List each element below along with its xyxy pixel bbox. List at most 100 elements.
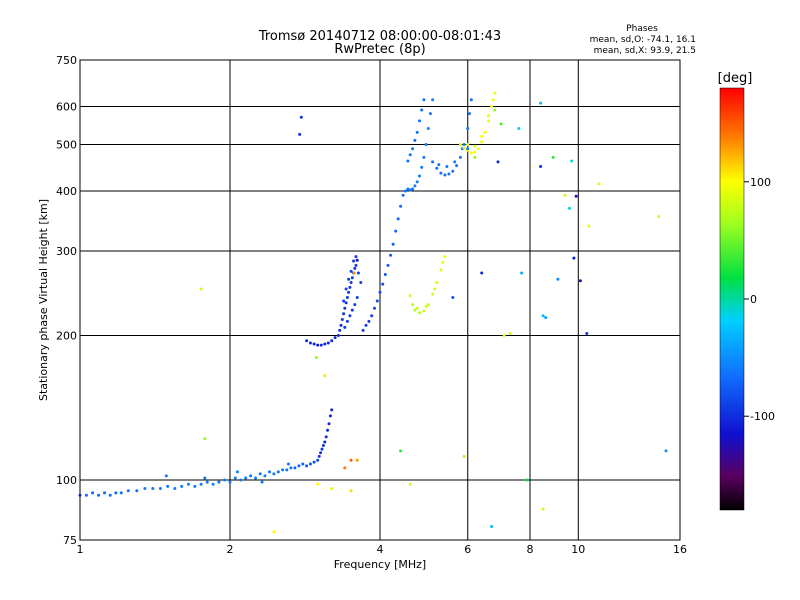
data-point [343,325,347,329]
data-point [420,165,424,169]
data-point [585,332,589,335]
data-point [433,287,437,291]
data-point [439,171,443,175]
data-point [281,468,285,472]
data-point [490,105,494,108]
data-point [349,458,353,462]
data-point [445,165,449,168]
data-point [355,296,359,299]
data-point [297,464,301,468]
data-point [469,98,473,102]
data-point [293,466,297,470]
data-point [349,269,353,273]
data-point [345,319,349,323]
x-tick-label: 6 [464,543,471,556]
data-point [342,299,346,303]
colorbar-label: [deg] [718,71,753,86]
data-point [541,507,545,511]
y-axis-label: Stationary phase Virtual Height [km] [37,199,50,401]
data-point [97,493,101,497]
data-point [441,260,445,264]
data-point [451,296,455,299]
y-tick-label: 75 [63,534,77,547]
data-point [299,115,303,119]
data-point [375,299,379,303]
data-points [78,91,668,534]
data-point [502,334,506,337]
data-point [352,259,356,263]
data-point [239,478,243,482]
stats-heading: Phases [626,24,658,34]
data-point [91,491,95,495]
data-point [541,314,545,318]
data-point [193,484,197,488]
data-point [211,482,215,486]
data-point [420,108,424,112]
data-point [305,464,309,468]
data-point [345,296,349,299]
data-point [254,476,257,480]
data-point [84,493,88,497]
data-point [340,318,344,321]
colorbar-tick-label: 100 [750,176,771,189]
data-point [373,306,376,310]
data-point [455,164,459,168]
plot-grid [80,60,680,540]
data-point [344,301,348,305]
data-point [447,172,451,176]
data-point [401,193,405,197]
data-point [126,489,130,493]
y-tick-label: 600 [56,101,77,114]
data-point [473,155,477,159]
data-point [381,282,385,286]
x-tick-label: 4 [377,543,384,556]
data-point [443,173,447,177]
data-point [411,147,415,151]
data-point [308,462,312,466]
data-point [486,114,490,118]
data-point [431,98,435,102]
data-point [321,444,325,447]
data-point [383,273,387,276]
data-point [370,314,374,318]
y-tick-label: 200 [56,330,77,343]
data-point [173,487,177,490]
data-point [354,263,358,267]
y-tick-label: 750 [56,54,77,67]
data-point [391,242,395,246]
data-point [203,476,207,480]
data-point [394,229,398,233]
stats-o-line: mean, sd,O: -74.1, 16.1 [590,35,696,45]
x-tick-label: 16 [673,543,687,556]
data-point [338,328,342,332]
data-point [289,466,293,470]
data-point [308,341,312,345]
data-point [324,435,328,439]
data-point [305,339,309,343]
data-point [349,489,353,493]
data-point [355,458,359,462]
data-point [411,187,415,191]
data-point [312,460,316,464]
data-point [413,184,417,188]
data-point [508,332,512,335]
data-point [466,127,470,130]
data-point [343,306,347,310]
data-point [563,193,567,197]
data-point [164,474,168,478]
data-point [350,308,354,312]
data-point [415,306,419,310]
data-point [344,287,348,291]
data-point [415,180,419,184]
data-point [408,482,412,486]
data-point [319,343,323,347]
data-point [108,493,112,497]
data-point [355,258,359,262]
data-point [525,478,529,482]
data-point [411,303,415,307]
data-point [298,132,302,136]
data-point [473,150,477,154]
data-point [143,487,147,490]
data-point [316,482,320,486]
